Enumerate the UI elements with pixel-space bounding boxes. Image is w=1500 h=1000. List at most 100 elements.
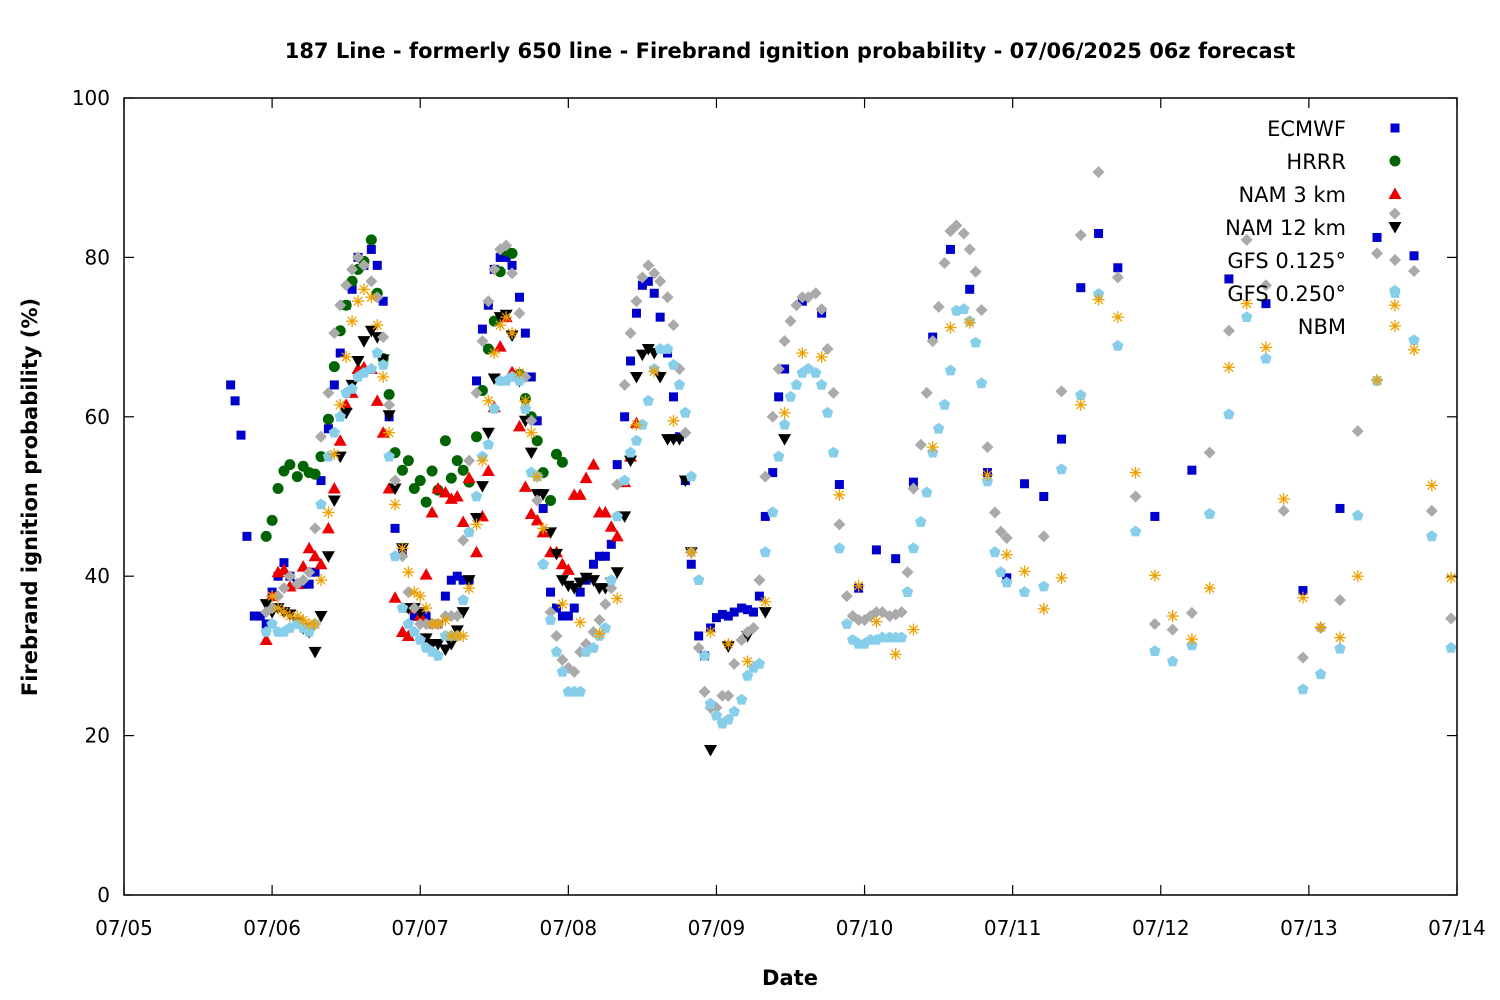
point-gfs-0-250: [710, 709, 723, 721]
point-nam-3-km: [555, 557, 569, 570]
point-gfs-0-250: [704, 697, 717, 709]
point-gfs-0-250: [1352, 509, 1364, 521]
point-nam-12-km: [314, 611, 328, 623]
point-ecmwf: [774, 392, 784, 402]
point-nam-12-km: [758, 607, 772, 619]
point-nbm: [1314, 621, 1327, 634]
point-gfs-0-125: [735, 633, 748, 646]
point-nbm: [414, 590, 427, 603]
point-nbm: [314, 574, 327, 587]
point-gfs-0-125: [994, 525, 1007, 538]
point-ecmwf: [871, 545, 881, 555]
point-gfs-0-250: [322, 450, 335, 462]
point-gfs-0-125: [328, 327, 341, 340]
point-ecmwf: [589, 559, 599, 569]
point-gfs-0-125: [383, 398, 396, 411]
point-nam-12-km: [587, 575, 601, 587]
point-nbm: [266, 590, 279, 603]
point-hrrr: [531, 435, 543, 447]
point-nbm: [525, 426, 538, 439]
point-gfs-0-125: [1000, 531, 1013, 544]
point-nbm: [796, 347, 809, 360]
point-nam-12-km: [544, 527, 558, 539]
point-gfs-0-125: [1388, 207, 1401, 220]
point-nbm: [291, 610, 304, 623]
point-gfs-0-125: [759, 470, 772, 483]
point-gfs-0-125: [778, 335, 791, 348]
point-gfs-0-250: [1129, 525, 1142, 537]
point-gfs-0-250: [630, 434, 643, 446]
point-hrrr: [408, 483, 420, 495]
point-nbm: [1445, 571, 1458, 584]
point-nam-12-km: [462, 575, 476, 587]
point-gfs-0-250: [667, 359, 680, 370]
point-hrrr: [272, 483, 284, 495]
point-hrrr: [457, 464, 469, 476]
point-gfs-0-250: [938, 398, 951, 410]
point-nbm: [1185, 633, 1198, 646]
point-nam-3-km: [277, 563, 291, 575]
point-gfs-0-250: [618, 474, 631, 486]
point-nbm: [593, 627, 606, 640]
point-nam-3-km: [419, 568, 433, 580]
point-ecmwf: [329, 380, 339, 390]
point-gfs-0-250: [396, 602, 409, 613]
point-gfs-0-125: [1148, 618, 1161, 631]
point-gfs-0-250: [995, 566, 1007, 578]
point-gfs-0-125: [1055, 385, 1068, 398]
point-gfs-0-250: [821, 406, 834, 418]
point-nbm: [488, 347, 501, 360]
point-gfs-0-125: [488, 263, 501, 276]
point-hrrr: [402, 455, 414, 467]
point-gfs-0-125: [895, 606, 908, 619]
point-gfs-0-250: [895, 631, 908, 643]
point-gfs-0-250: [827, 446, 840, 458]
legend-label: GFS 0.250°: [1227, 282, 1346, 306]
point-ecmwf: [1039, 492, 1049, 501]
point-ecmwf: [686, 559, 696, 569]
point-gfs-0-250: [784, 390, 797, 402]
point-gfs-0-125: [618, 378, 631, 391]
point-gfs-0-250: [1408, 334, 1420, 346]
point-gfs-0-125: [476, 335, 489, 348]
point-nam-3-km: [470, 545, 484, 558]
point-hrrr: [284, 459, 296, 471]
point-nbm: [309, 618, 322, 631]
point-nbm: [574, 616, 587, 629]
point-gfs-0-125: [556, 653, 569, 666]
point-nbm: [519, 394, 532, 407]
point-gfs-0-125: [283, 570, 296, 583]
point-gfs-0-125: [926, 335, 939, 348]
point-ecmwf: [1020, 479, 1030, 489]
point-ecmwf: [304, 579, 314, 589]
point-nam-3-km: [333, 434, 347, 446]
point-gfs-0-250: [371, 347, 383, 358]
point-ecmwf: [514, 292, 524, 302]
point-gfs-0-125: [963, 243, 976, 256]
point-nam-12-km: [438, 644, 452, 657]
point-nbm: [377, 370, 390, 383]
point-ecmwf: [255, 611, 265, 621]
point-gfs-0-250: [605, 574, 617, 585]
point-nam-12-km: [573, 577, 587, 590]
point-gfs-0-125: [568, 665, 581, 678]
point-gfs-0-250: [383, 450, 395, 462]
point-hrrr: [365, 234, 377, 246]
point-ecmwf: [242, 531, 252, 541]
point-ecmwf: [520, 328, 530, 338]
point-ecmwf: [378, 296, 388, 306]
point-ecmwf: [594, 551, 604, 561]
legend-label: NAM 3 km: [1238, 183, 1346, 207]
point-gfs-0-250: [1241, 311, 1253, 322]
point-hrrr: [291, 471, 303, 483]
point-ecmwf: [945, 244, 955, 254]
legend-label: HRRR: [1286, 150, 1346, 174]
point-nbm: [457, 629, 470, 642]
point-nbm: [1129, 466, 1142, 479]
point-ecmwf: [649, 288, 659, 298]
point-ecmwf: [316, 476, 326, 486]
point-nbm: [340, 351, 353, 364]
point-gfs-0-125: [1111, 271, 1124, 284]
point-ecmwf: [637, 280, 647, 290]
point-gfs-0-250: [463, 526, 475, 538]
